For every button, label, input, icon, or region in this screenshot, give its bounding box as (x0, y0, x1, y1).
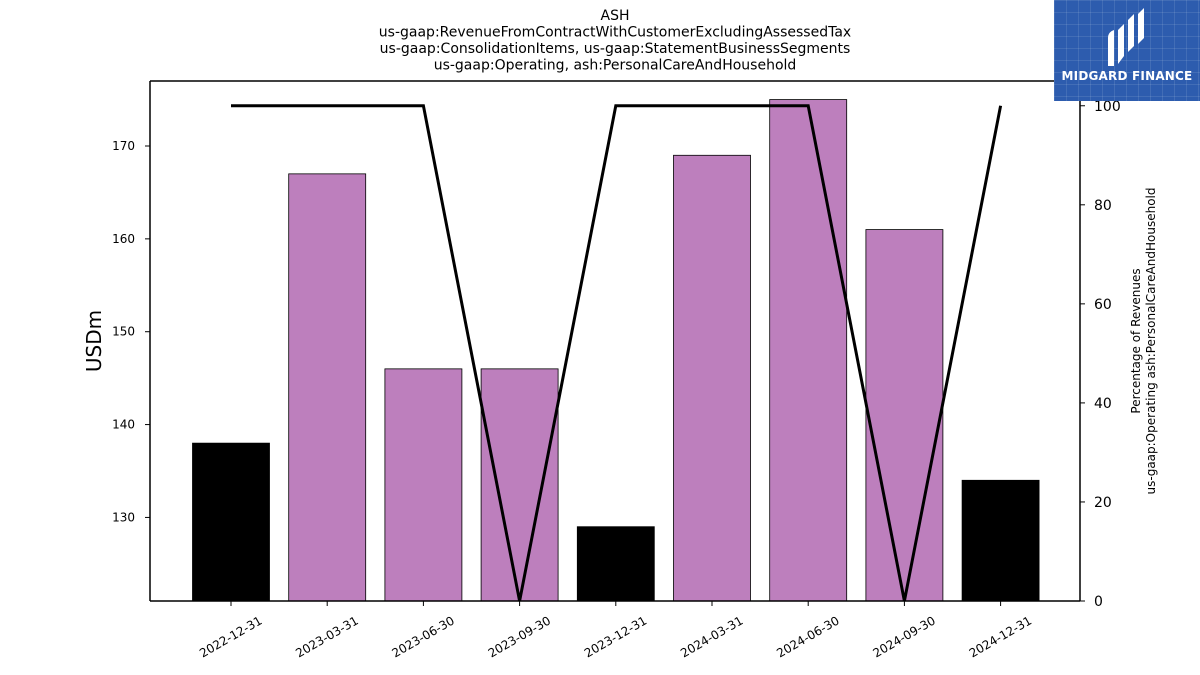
midgard-finance-logo: MIDGARD FINANCE (1054, 0, 1200, 101)
y2-tick-label: 20 (1094, 495, 1112, 511)
logo-mark-icon (1108, 8, 1144, 66)
x-tick-label: 2024-06-30 (774, 613, 841, 660)
y2-axis-label: Percentage of Revenues us-gaap:Operating … (1129, 188, 1158, 495)
y-axis-label: USDm (82, 310, 106, 372)
y2-tick-label: 40 (1094, 396, 1112, 412)
y2-tick-label: 100 (1094, 99, 1121, 115)
x-axis-ticks: 2022-12-31 2023-03-31 2023-06-30 2023-09-30… (197, 601, 1034, 660)
x-tick-label: 2024-09-30 (870, 613, 937, 660)
secondary-line-group (231, 104, 1003, 602)
bars-group (192, 99, 1040, 602)
x-tick-label: 2024-03-31 (678, 613, 745, 660)
chart-title-line: ASH (601, 8, 630, 24)
x-tick-label: 2023-06-30 (389, 613, 456, 660)
bar (576, 526, 655, 602)
y-tick-label: 130 (112, 510, 135, 524)
y-tick-label: 160 (112, 232, 135, 246)
bar (865, 229, 944, 602)
x-tick-label: 2023-09-30 (486, 613, 553, 660)
bar (673, 154, 751, 602)
bar (480, 368, 559, 602)
x-tick-label: 2023-03-31 (293, 613, 360, 660)
y2-axis-label-line: us-gaap:Operating ash:PersonalCareAndHou… (1144, 188, 1158, 495)
x-tick-label: 2023-12-31 (582, 613, 649, 660)
y-axis-ticks: 130 140 150 160 170 (112, 139, 150, 524)
y-tick-label: 150 (112, 325, 135, 339)
bar (288, 173, 367, 602)
chart-title-line: us-gaap:RevenueFromContractWithCustomerE… (379, 25, 851, 41)
y2-axis-label-line: Percentage of Revenues (1129, 268, 1143, 413)
y2-axis-ticks: 0 20 40 60 80 100 (1080, 99, 1121, 610)
y-tick-label: 140 (112, 418, 135, 432)
logo-brand-text: MIDGARD FINANCE (1061, 69, 1193, 83)
bar (961, 479, 1040, 602)
axes-group (149, 80, 1081, 602)
chart-title: ASHus-gaap:RevenueFromContractWithCustom… (379, 8, 851, 74)
bar (384, 368, 463, 602)
bar (192, 442, 270, 602)
chart-title-line: us-gaap:Operating, ash:PersonalCareAndHo… (434, 58, 797, 74)
x-tick-label: 2022-12-31 (197, 613, 264, 660)
bar (769, 99, 848, 602)
y2-tick-label: 60 (1094, 297, 1112, 313)
y2-tick-label: 0 (1094, 594, 1103, 610)
series-line (231, 104, 1003, 602)
y-tick-label: 170 (112, 139, 135, 153)
y2-tick-label: 80 (1094, 198, 1112, 214)
chart-title-line: us-gaap:ConsolidationItems, us-gaap:Stat… (380, 41, 851, 57)
x-tick-label: 2024-12-31 (967, 613, 1034, 660)
